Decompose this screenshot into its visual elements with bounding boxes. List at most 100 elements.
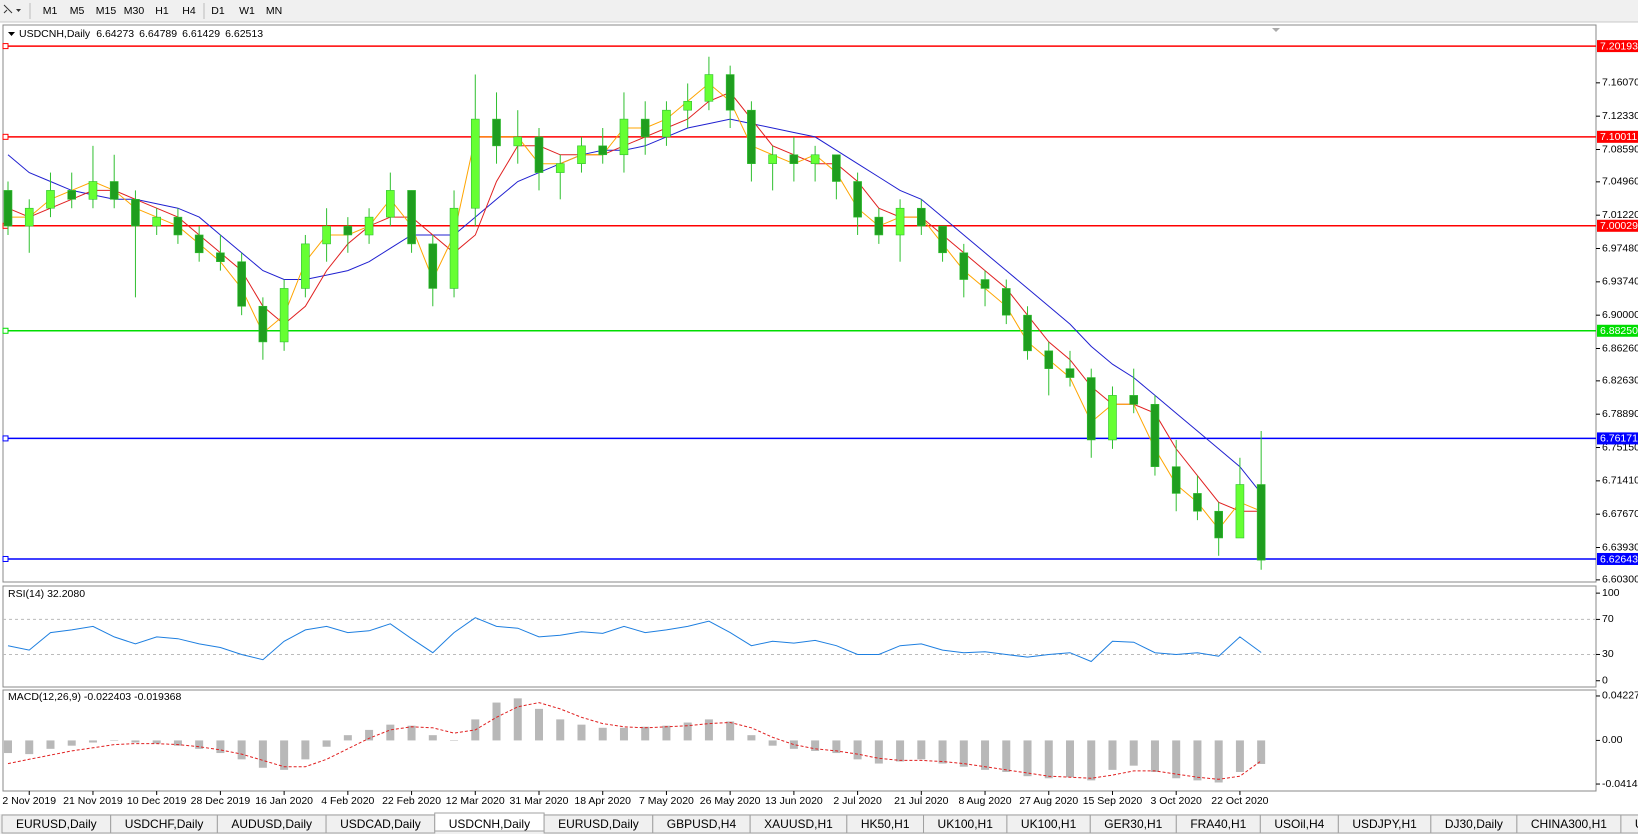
tab-label[interactable]: CHINA300,H1	[1531, 817, 1607, 831]
tab-label[interactable]: EURUSD,Daily	[558, 817, 639, 831]
x-tick-label: 27 Aug 2020	[1019, 795, 1078, 807]
timeframe-button[interactable]: H4	[182, 5, 196, 17]
tab-label[interactable]: GER30,H1	[1104, 817, 1162, 831]
tab-label[interactable]: GBPUSD,H4	[667, 817, 737, 831]
level-label-box	[1597, 219, 1638, 232]
rsi-line	[7, 617, 1262, 663]
macd-bar	[959, 740, 968, 767]
macd-bar	[619, 727, 628, 741]
macd-bar	[258, 740, 267, 768]
rsi-title: RSI(14) 32.2080	[8, 588, 85, 600]
tab-label[interactable]: DJ30,Daily	[1445, 817, 1503, 831]
y-tick-label: 0.00	[1602, 734, 1623, 746]
candle-body	[428, 243, 438, 289]
x-tick-label: 13 Jun 2020	[765, 795, 823, 807]
tab-label[interactable]: EURUSD,Daily	[16, 817, 97, 831]
tab-label[interactable]: HK50,H1	[861, 817, 910, 831]
level-label: 6.76171	[1600, 433, 1638, 445]
x-tick-label: 31 Mar 2020	[510, 795, 569, 807]
macd-bar	[1108, 740, 1117, 770]
macd-bar	[789, 740, 798, 749]
y-tick-label: 7.01220	[1602, 209, 1638, 221]
x-tick-label: 26 May 2020	[700, 795, 761, 807]
x-tick-label: 15 Sep 2020	[1083, 795, 1143, 807]
y-tick-label: 70	[1602, 613, 1614, 625]
candle-body	[513, 136, 523, 147]
candle-body	[258, 305, 268, 343]
timeframe-button[interactable]: H1	[155, 5, 169, 17]
macd-bar	[747, 735, 756, 741]
tab-label[interactable]: USDCHF,Daily	[125, 817, 204, 831]
tab-label[interactable]: USDCAD,Daily	[340, 817, 421, 831]
tab-label[interactable]: FRA40,H1	[1190, 817, 1246, 831]
timeframe-button[interactable]: M5	[70, 5, 85, 17]
panel-menu-arrow[interactable]	[8, 32, 15, 36]
candle-body	[598, 145, 608, 156]
tab-label[interactable]: USDCNH,Daily	[449, 817, 530, 831]
candle-body	[131, 199, 140, 227]
candle-body	[109, 181, 119, 200]
tab[interactable]	[1620, 814, 1638, 834]
tab-label[interactable]: UK100,H1	[938, 817, 994, 831]
macd-bar	[386, 724, 395, 741]
ohlc-header: 6.64273 6.64789 6.61429 6.62513	[96, 28, 263, 40]
ohlc-value: 6.61429	[182, 28, 220, 40]
candle-body	[173, 216, 183, 236]
macd-bar	[1235, 740, 1244, 772]
candle-body	[895, 207, 905, 236]
candle-body	[534, 136, 544, 173]
macd-bar	[896, 740, 905, 762]
ohlc-value: 6.62513	[225, 28, 263, 40]
x-tick-label: 18 Apr 2020	[574, 795, 631, 807]
x-tick-label: 21 Jul 2020	[894, 795, 948, 807]
candle-body	[1086, 377, 1096, 441]
tab-label[interactable]: AUDUSD,Daily	[231, 817, 312, 831]
timeframe-button[interactable]: MN	[266, 5, 282, 17]
candle-body	[216, 252, 225, 263]
level-label: 6.88250	[1600, 325, 1638, 337]
timeframe-button[interactable]: W1	[239, 5, 255, 17]
ohlc-value: 6.64273	[96, 28, 134, 40]
candle-body	[810, 154, 820, 164]
timeframe-button[interactable]: M15	[96, 5, 117, 17]
candle-body	[1001, 288, 1011, 316]
timeframe-button[interactable]: M30	[124, 5, 145, 17]
level-label: 7.20193	[1600, 40, 1638, 52]
dropdown-arrow[interactable]	[16, 9, 21, 12]
level-label-box	[1597, 40, 1638, 53]
tab-label[interactable]: USOil,H4	[1274, 817, 1324, 831]
macd-bar	[25, 740, 34, 755]
x-tick-label: 12 Mar 2020	[446, 795, 505, 807]
macd-bar	[1044, 740, 1053, 779]
candle-body	[1193, 493, 1202, 512]
candle-body	[959, 252, 969, 280]
macd-bar	[450, 740, 459, 741]
candle-body	[3, 190, 13, 227]
candle-body	[470, 118, 480, 209]
cursor-icon[interactable]	[3, 4, 13, 14]
macd-bar	[704, 719, 713, 741]
y-tick-label: 30	[1602, 648, 1614, 660]
candle-body	[407, 190, 416, 245]
y-tick-label: -0.04148	[1602, 778, 1638, 790]
candle-body	[237, 261, 246, 307]
macd-bar	[1129, 740, 1138, 766]
macd-bar	[237, 740, 246, 760]
candle-body	[832, 154, 841, 182]
candle-body	[683, 100, 692, 111]
timeframe-button[interactable]: M1	[43, 5, 58, 17]
macd-bar	[1172, 740, 1181, 779]
tab-label[interactable]: XAUUSD,H1	[764, 817, 833, 831]
macd-bar	[492, 702, 501, 741]
timeframe-button[interactable]: D1	[211, 5, 225, 17]
x-tick-label: 2 Nov 2019	[2, 795, 56, 807]
level-label-box	[1597, 432, 1638, 445]
tab-label[interactable]: USDJPY,H1	[1352, 817, 1417, 831]
candle-body	[1044, 350, 1054, 369]
macd-bar	[1214, 740, 1223, 783]
tab-label[interactable]: UK100,H1	[1021, 817, 1077, 831]
macd-bar	[811, 740, 820, 751]
tab-label[interactable]: USOil,H1	[1635, 817, 1638, 831]
